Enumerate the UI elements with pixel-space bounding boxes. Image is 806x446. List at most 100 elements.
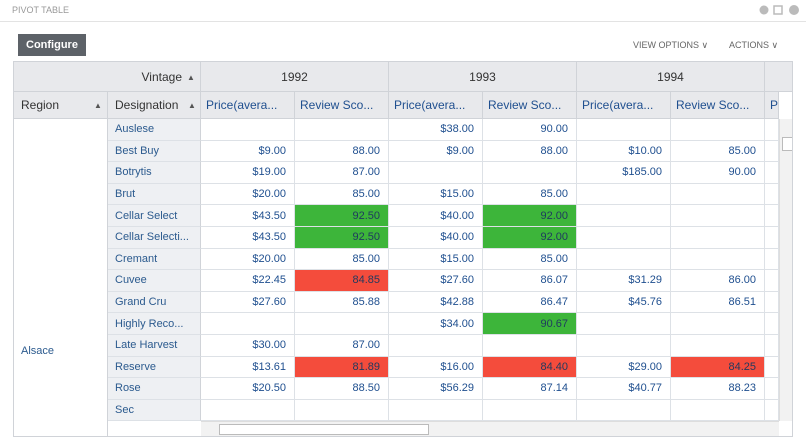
value-cell xyxy=(671,205,765,227)
horizontal-scrollbar[interactable] xyxy=(201,421,779,436)
value-cell: 85.00 xyxy=(295,248,389,271)
value-cell xyxy=(671,119,765,141)
value-cell: 81.89 xyxy=(295,356,389,379)
designation: Cremant xyxy=(108,248,201,271)
value-cell: 86.51 xyxy=(671,291,765,314)
value-cell xyxy=(671,248,765,271)
measure-header[interactable]: Price(avera... xyxy=(201,92,295,119)
value-cell xyxy=(765,140,779,163)
scroll-thumb[interactable] xyxy=(219,424,429,435)
value-cell: 92.50 xyxy=(295,227,389,249)
value-cell xyxy=(765,313,779,335)
value-cell xyxy=(765,183,779,206)
designation: Cuvee xyxy=(108,270,201,292)
value-cell: $40.77 xyxy=(577,378,671,400)
region-label: Alsace xyxy=(21,345,55,357)
window-icons[interactable] xyxy=(758,4,802,16)
value-cell xyxy=(765,356,779,379)
value-cell: 84.40 xyxy=(483,356,577,379)
row-field[interactable]: Region xyxy=(14,92,108,119)
pivot-grid: Vintage ▲ 1992 1993 1994 Region ▲ Designation ▲ P… xyxy=(13,61,793,437)
value-cell: $42.88 xyxy=(389,291,483,314)
value-cell: $20.50 xyxy=(201,378,295,400)
year-header xyxy=(765,62,792,92)
measure-header[interactable]: Price(avera... xyxy=(577,92,671,119)
value-cell: 87.00 xyxy=(295,162,389,184)
value-cell xyxy=(389,399,483,422)
value-cell: $29.00 xyxy=(577,356,671,379)
value-cell xyxy=(295,119,389,141)
value-cell: 84.85 xyxy=(295,270,389,292)
panel-title: PIVOT TABLE xyxy=(12,5,70,15)
value-cell xyxy=(765,291,779,314)
year-header: 1992 xyxy=(201,62,389,92)
value-cell: 84.25 xyxy=(671,356,765,379)
measure-header[interactable]: Price(avera... xyxy=(765,92,779,119)
value-cell xyxy=(201,399,295,422)
value-cell: 85.00 xyxy=(671,140,765,163)
value-cell xyxy=(671,183,765,206)
measure-header[interactable]: Review Sco... xyxy=(295,92,389,119)
value-cell xyxy=(295,313,389,335)
view-options-menu[interactable]: VIEW OPTIONS ∨ xyxy=(633,40,709,50)
value-cell: 85.00 xyxy=(483,183,577,206)
value-cell: $9.00 xyxy=(201,140,295,163)
scroll-thumb[interactable] xyxy=(782,137,792,151)
value-cell xyxy=(483,335,577,357)
designation: Late Harvest xyxy=(108,335,201,357)
value-cell: 86.07 xyxy=(483,270,577,292)
value-cell: $16.00 xyxy=(389,356,483,379)
value-cell: $22.45 xyxy=(201,270,295,292)
row-field[interactable]: Designation xyxy=(108,92,201,119)
value-cell xyxy=(389,162,483,184)
value-cell: $34.00 xyxy=(389,313,483,335)
column-field[interactable]: Vintage xyxy=(14,62,201,92)
value-cell: 86.47 xyxy=(483,291,577,314)
value-cell xyxy=(671,313,765,335)
designation: Best Buy xyxy=(108,140,201,163)
value-cell: $27.60 xyxy=(201,291,295,314)
value-cell: $10.00 xyxy=(577,140,671,163)
value-cell xyxy=(765,162,779,184)
designation: Grand Cru xyxy=(108,291,201,314)
year-header: 1993 xyxy=(389,62,577,92)
value-cell xyxy=(577,119,671,141)
value-cell: $15.00 xyxy=(389,183,483,206)
value-cell: $185.00 xyxy=(577,162,671,184)
value-cell xyxy=(389,335,483,357)
value-cell: $30.00 xyxy=(201,335,295,357)
value-cell: $15.00 xyxy=(389,248,483,271)
value-cell: $20.00 xyxy=(201,248,295,271)
value-cell: 86.00 xyxy=(671,270,765,292)
value-cell xyxy=(765,227,779,249)
value-cell: $38.00 xyxy=(389,119,483,141)
sort-arrow: ▲ xyxy=(94,101,102,110)
value-cell: $40.00 xyxy=(389,227,483,249)
measure-header[interactable]: Review Sco... xyxy=(671,92,765,119)
value-cell: 90.67 xyxy=(483,313,577,335)
menu-label: VIEW OPTIONS xyxy=(633,40,700,50)
designation: Botrytis xyxy=(108,162,201,184)
value-cell: 92.50 xyxy=(295,205,389,227)
value-cell: $19.00 xyxy=(201,162,295,184)
value-cell: $40.00 xyxy=(389,205,483,227)
measure-header[interactable]: Price(avera... xyxy=(389,92,483,119)
designation: Highly Reco... xyxy=(108,313,201,335)
title-bar: PIVOT TABLE xyxy=(0,0,806,22)
value-cell xyxy=(671,399,765,422)
value-cell: 88.00 xyxy=(483,140,577,163)
value-cell: 88.50 xyxy=(295,378,389,400)
configure-button[interactable]: Configure xyxy=(18,34,86,56)
designation: Sec xyxy=(108,399,201,422)
value-cell xyxy=(577,313,671,335)
value-cell xyxy=(765,378,779,400)
vertical-scrollbar[interactable] xyxy=(779,119,792,421)
value-cell: 92.00 xyxy=(483,227,577,249)
value-cell: $56.29 xyxy=(389,378,483,400)
actions-menu[interactable]: ACTIONS ∨ xyxy=(729,40,779,50)
value-cell xyxy=(765,399,779,422)
value-cell xyxy=(765,248,779,271)
measure-header[interactable]: Review Sco... xyxy=(483,92,577,119)
value-cell: $20.00 xyxy=(201,183,295,206)
value-cell xyxy=(765,270,779,292)
